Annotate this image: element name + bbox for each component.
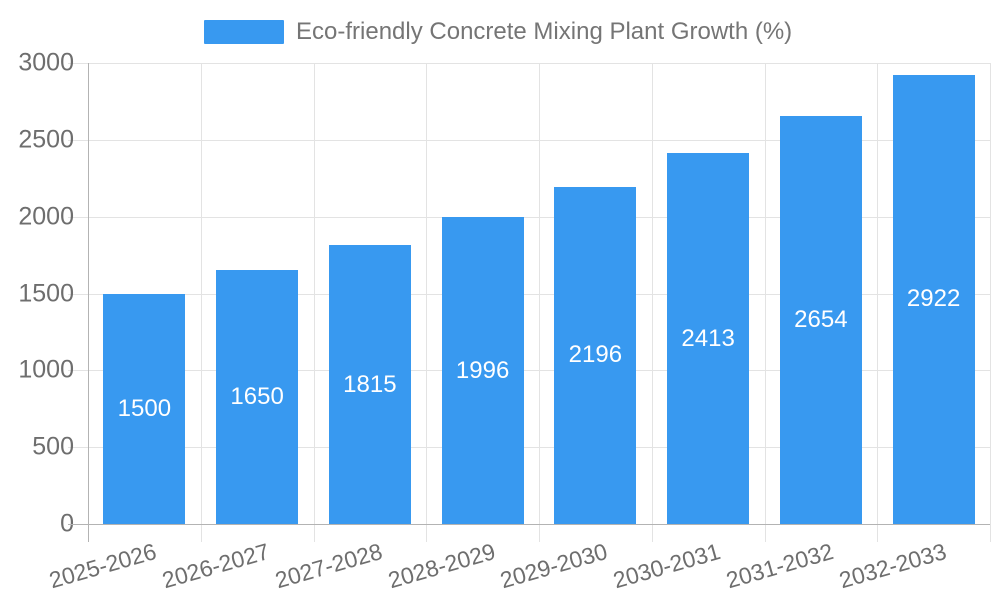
x-axis-tick-label: 2030-2031: [610, 538, 724, 594]
bar-value-label: 1815: [343, 370, 397, 398]
bar-value-label: 1996: [455, 356, 510, 384]
bar: [216, 270, 299, 524]
x-gridline: [764, 63, 766, 542]
bar-value-label: 2654: [794, 306, 848, 334]
y-axis-tick-label: 3000: [18, 48, 74, 77]
y-gridline: [68, 370, 990, 372]
y-axis-tick-label: 2000: [18, 202, 74, 231]
bar-value-label: 1650: [230, 383, 284, 411]
x-gridline: [539, 63, 540, 542]
x-axis-tick-label: 2031-2032: [723, 538, 837, 594]
x-axis-tick-label: 2029-2030: [497, 538, 611, 594]
x-gridline: [877, 63, 879, 542]
y-axis-line: [88, 63, 89, 542]
bar-value-label: 1500: [117, 394, 172, 422]
y-axis-tick-label: 0: [60, 509, 74, 538]
bar: [779, 116, 862, 524]
legend-swatch-icon: [204, 20, 284, 44]
y-axis-tick-label: 1500: [18, 279, 74, 307]
y-axis-tick-label: 1000: [18, 355, 74, 384]
legend-item[interactable]: Eco-friendly Concrete Mixing Plant Growt…: [204, 18, 792, 46]
bar: [667, 153, 750, 524]
bar: [328, 245, 411, 524]
x-gridline: [313, 63, 315, 542]
x-gridline: [990, 63, 991, 542]
x-axis-tick-label: 2028-2029: [384, 538, 498, 594]
bar: [892, 74, 975, 524]
x-axis-tick-label: 2026-2027: [159, 538, 273, 594]
y-gridline: [68, 216, 990, 218]
y-gridline: [68, 63, 990, 64]
x-gridline: [200, 63, 202, 542]
bar: [554, 186, 637, 524]
y-axis-tick-label: 500: [32, 432, 74, 461]
bar-value-label: 2196: [568, 341, 623, 369]
bar-value-label: 2922: [906, 285, 961, 313]
x-axis-tick-label: 2027-2028: [272, 538, 386, 594]
bar: [441, 217, 524, 524]
x-axis-line: [68, 524, 990, 525]
legend-label: Eco-friendly Concrete Mixing Plant Growt…: [296, 18, 793, 45]
bar-value-label: 2413: [681, 324, 735, 352]
y-gridline: [68, 139, 990, 141]
y-axis-tick-label: 2500: [18, 125, 74, 154]
y-gridline: [68, 447, 990, 449]
x-gridline: [651, 63, 653, 542]
x-axis-tick-label: 2025-2026: [46, 538, 160, 594]
x-gridline: [426, 63, 428, 542]
bar: [103, 293, 186, 524]
x-axis-tick-label: 2032-2033: [835, 538, 949, 594]
y-gridline: [68, 293, 990, 295]
